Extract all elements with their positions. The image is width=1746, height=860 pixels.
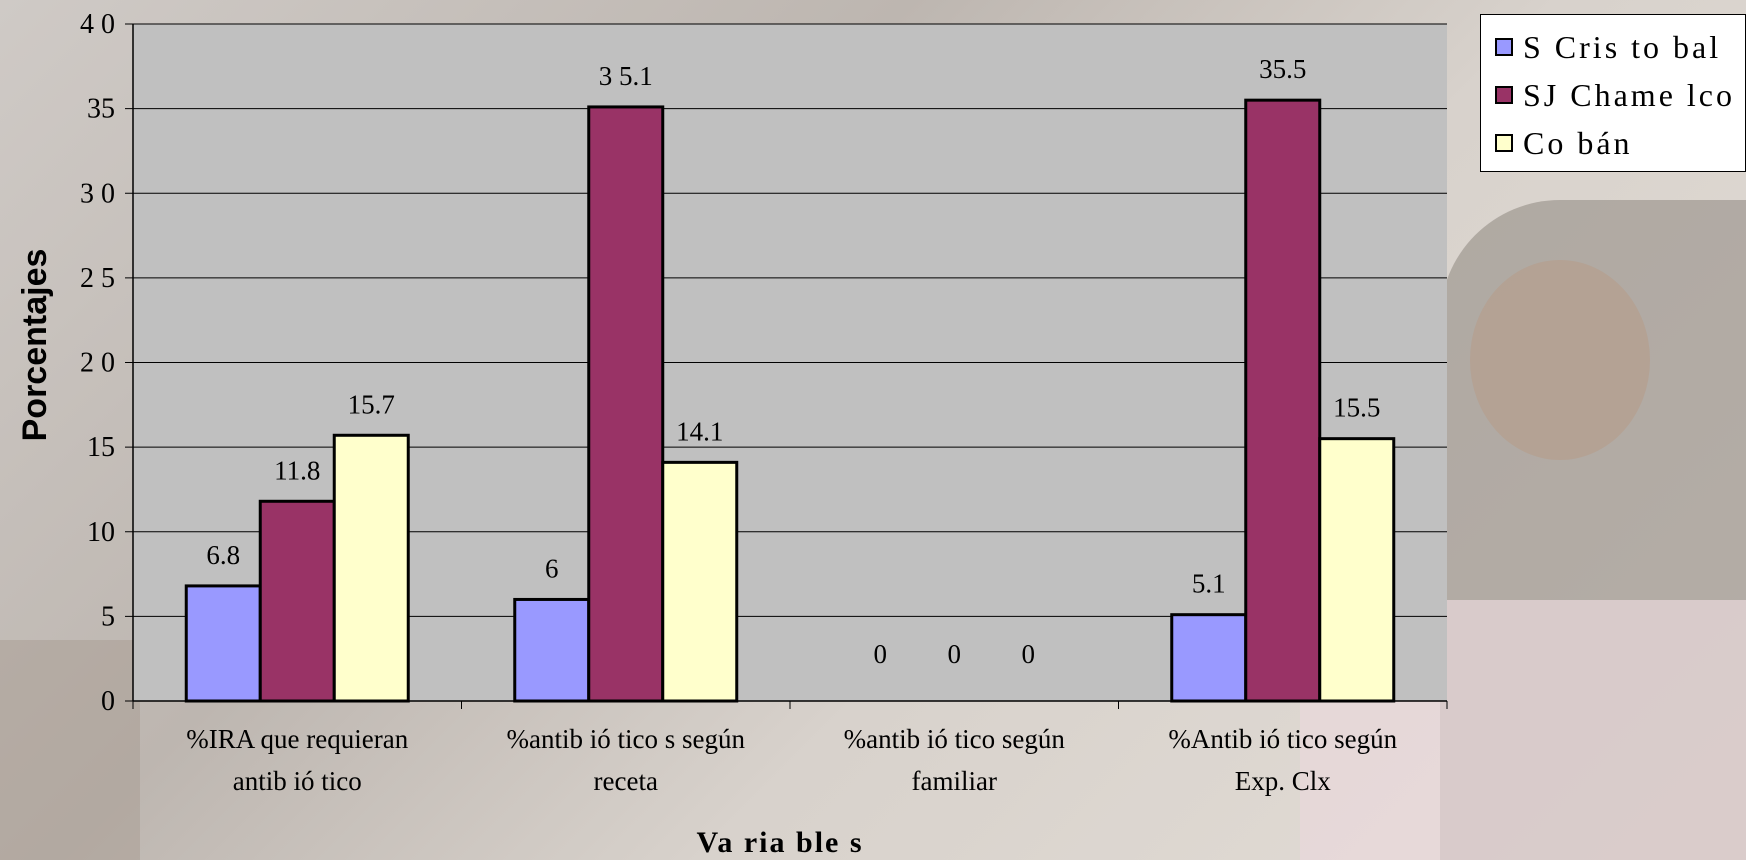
y-tick-label: 5: [101, 601, 115, 632]
bar: [1318, 437, 1396, 703]
legend-item-coban: Co bán: [1495, 119, 1745, 167]
bar: [258, 499, 336, 703]
x-tick-label: %IRA que requieran: [186, 724, 408, 754]
y-tick-label: 0: [101, 686, 115, 717]
data-label: 11.8: [274, 455, 320, 485]
x-tick-label: antib ió tico: [233, 766, 362, 796]
x-tick-label: Exp. Clx: [1235, 766, 1332, 796]
x-tick-label: receta: [594, 766, 658, 796]
y-tick-label: 2 0: [80, 348, 115, 379]
legend-swatch-coban: [1495, 134, 1513, 152]
y-tick-label: 2 5: [80, 263, 115, 294]
x-tick-label: %Antib ió tico según: [1168, 724, 1397, 754]
bar: [184, 584, 262, 703]
y-axis-label: Porcentajes: [16, 249, 54, 442]
y-tick-label: 10: [87, 517, 115, 548]
data-label: 5.1: [1192, 569, 1226, 599]
bar: [587, 105, 665, 703]
legend-label: S Cris to bal: [1523, 28, 1722, 65]
legend-label: SJ Chame lco: [1523, 76, 1735, 113]
legend-item-sj-chamelco: SJ Chame lco: [1495, 71, 1745, 119]
data-label: 15.7: [348, 389, 395, 419]
data-label: 15.5: [1333, 393, 1380, 423]
bar: [1244, 98, 1322, 703]
legend-item-s-cristobal: S Cris to bal: [1495, 23, 1745, 71]
bar: [661, 460, 739, 703]
y-tick-label: 15: [87, 432, 115, 463]
chart-legend: S Cris to bal SJ Chame lco Co bán: [1480, 14, 1746, 172]
data-label: 0: [1022, 639, 1036, 669]
data-label: 3 5.1: [599, 61, 653, 91]
data-label: 35.5: [1259, 54, 1306, 84]
legend-swatch-sj-chamelco: [1495, 86, 1513, 104]
x-axis-label: Va ria ble s: [696, 826, 863, 859]
legend-label: Co bán: [1523, 124, 1633, 161]
y-tick-label: 4 0: [80, 9, 115, 40]
y-tick-label: 35: [87, 94, 115, 125]
data-label: 14.1: [676, 416, 723, 446]
y-tick-label: 3 0: [80, 178, 115, 209]
x-tick-label: %antib ió tico según: [844, 724, 1066, 754]
legend-swatch-s-cristobal: [1495, 38, 1513, 56]
x-tick-label: familiar: [912, 766, 997, 796]
data-label: 0: [948, 639, 962, 669]
data-label: 0: [874, 639, 888, 669]
bar: [332, 433, 410, 703]
x-tick-label: %antib ió tico s según: [507, 724, 746, 754]
data-label: 6: [545, 553, 559, 583]
data-label: 6.8: [206, 540, 240, 570]
bar: [513, 597, 591, 703]
bar: [1170, 613, 1248, 703]
